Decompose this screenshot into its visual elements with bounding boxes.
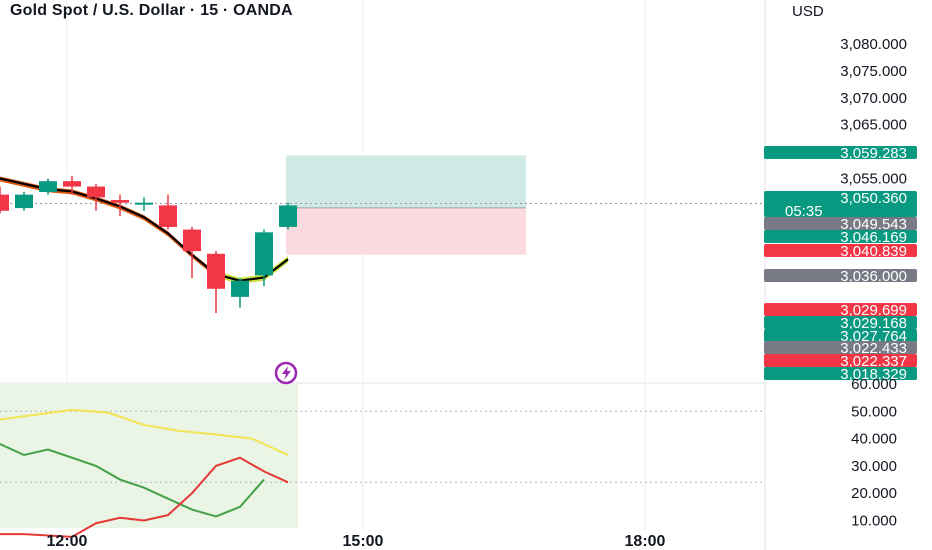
price-tag-label: 3,050.360: [840, 190, 907, 207]
price-tag-label: 3,040.839: [840, 243, 907, 260]
price-tag-background: [764, 146, 917, 159]
candle: [15, 191, 33, 211]
symbol-title[interactable]: Gold Spot / U.S. Dollar · 15 · OANDA: [10, 2, 293, 19]
price-tag: 3,049.543: [764, 216, 917, 233]
candle: [87, 183, 105, 211]
price-tag-label: 3,027.764: [840, 328, 907, 345]
candle-body: [207, 253, 225, 289]
price-tag: 3,022.337: [764, 353, 917, 370]
oscillator-tick-label: 20.000: [851, 485, 897, 502]
oscillator-tick-label: 60.000: [851, 376, 897, 393]
candle: [279, 202, 297, 230]
price-tick-label: 3,075.000: [840, 63, 907, 80]
oscillator-axis: 60.000 50.000 40.000 30.000 20.000 10.000: [851, 376, 897, 530]
time-tick-label: 18:00: [625, 533, 666, 550]
price-tag-background: [764, 316, 917, 329]
stop-zone: [286, 207, 526, 255]
price-tag-background: [764, 191, 917, 217]
price-tag: 3,040.839: [764, 243, 917, 260]
price-tag-label: 3,029.168: [840, 315, 907, 332]
long-position-tool[interactable]: [286, 155, 526, 255]
price-tag-background: [764, 269, 917, 282]
time-tick-label: 15:00: [343, 533, 384, 550]
candle-body: [279, 205, 297, 227]
candle-body: [87, 186, 105, 198]
ma-ribbon-down: [0, 176, 288, 284]
price-series: [0, 175, 765, 313]
price-tag-background: [764, 303, 917, 316]
price-tag-background: [764, 367, 917, 380]
price-tag-label: 3,022.337: [840, 353, 907, 370]
candle: [159, 194, 177, 230]
ma-ribbon-up: [216, 256, 288, 284]
price-tag: 3,027.764: [764, 328, 917, 345]
price-tag-background: [764, 244, 917, 257]
oscillator-green-line: [0, 443, 265, 518]
price-tag-label: 3,036.000: [840, 268, 907, 285]
candle: [135, 197, 153, 211]
time-axis[interactable]: 12:00 15:00 18:00: [47, 533, 666, 550]
candle: [39, 178, 57, 195]
countdown-label: 05:35: [785, 203, 823, 220]
price-tag-background: [764, 329, 917, 342]
candle: [183, 226, 201, 279]
price-tag: 3,036.000: [764, 268, 917, 285]
oscillator-panel: [0, 384, 765, 538]
price-tag: 3,018.329: [764, 366, 917, 383]
currency-label[interactable]: USD: [792, 3, 824, 20]
oscillator-tick-label: 40.000: [851, 431, 897, 448]
price-tag: 3,022.433: [764, 340, 917, 357]
time-tick-label: 12:00: [47, 533, 88, 550]
price-tag-label: 3,022.433: [840, 340, 907, 357]
price-tick-label: 3,080.000: [840, 36, 907, 53]
price-tick-label: 3,055.000: [840, 171, 907, 188]
price-tag-background: [764, 217, 917, 230]
target-zone: [286, 155, 526, 208]
candle-body: [183, 229, 201, 252]
price-tag-label: 3,029.699: [840, 302, 907, 319]
candle: [207, 251, 225, 313]
price-tag-background: [764, 341, 917, 354]
candle-body: [135, 202, 153, 205]
candle-body: [111, 200, 129, 203]
candle: [231, 278, 249, 308]
price-tag-background: [764, 354, 917, 367]
oscillator-tick-label: 50.000: [851, 403, 897, 420]
candle-body: [0, 194, 9, 211]
price-tag: 3,050.360 05:35: [764, 190, 917, 220]
price-tag: 3,059.283: [764, 145, 917, 162]
candle: [255, 229, 273, 287]
candle: [0, 186, 9, 214]
price-tag: 3,029.168: [764, 315, 917, 332]
price-axis[interactable]: 3,080.000 3,075.000 3,070.000 3,065.000 3,05…: [764, 0, 932, 384]
price-tick-label: 3,065.000: [840, 117, 907, 134]
oscillator-tick-label: 10.000: [851, 513, 897, 530]
candle-body: [231, 280, 249, 297]
price-tag-label: 3,059.283: [840, 145, 907, 162]
candle-body: [63, 181, 81, 187]
lightning-icon[interactable]: [274, 361, 298, 385]
price-tick-label: 3,070.000: [840, 90, 907, 107]
price-tag-label: 3,018.329: [840, 366, 907, 383]
candle: [63, 175, 81, 195]
price-tag: 3,029.699: [764, 302, 917, 319]
oscillator-background: [0, 384, 298, 528]
price-tag-label: 3,046.169: [840, 229, 907, 246]
moving-average-line: [0, 177, 289, 282]
oscillator-red-line: [0, 456, 289, 538]
candle: [111, 194, 129, 217]
price-tag: 3,046.169: [764, 229, 917, 246]
price-tag-background: [764, 230, 917, 243]
oscillator-tick-label: 30.000: [851, 458, 897, 475]
candle-body: [15, 194, 33, 209]
candle-body: [39, 181, 57, 192]
candle-body: [255, 232, 273, 276]
price-tag-label: 3,049.543: [840, 216, 907, 233]
oscillator-yellow-line: [0, 408, 289, 456]
candle-body: [159, 205, 177, 227]
